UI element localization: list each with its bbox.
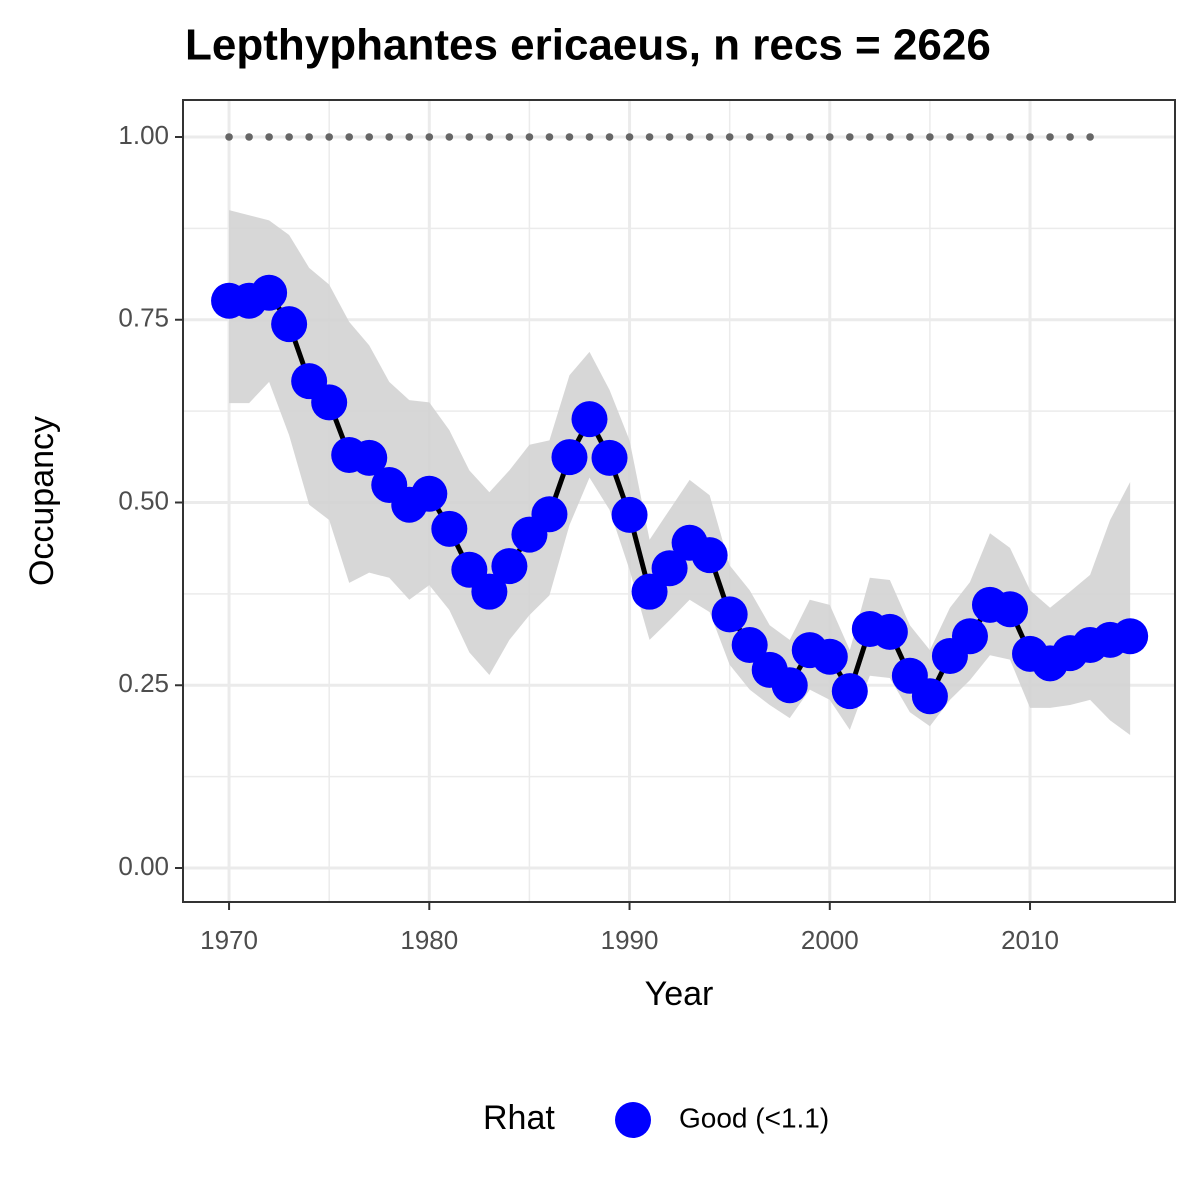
reference-dot: [946, 133, 954, 141]
data-point: [992, 591, 1029, 628]
y-tick-label: 0.00: [118, 851, 169, 881]
reference-dot: [926, 133, 934, 141]
y-axis-title: Occupancy: [23, 416, 61, 586]
y-tick-label: 0.50: [118, 485, 169, 515]
data-point: [491, 548, 528, 585]
y-tick-label: 0.75: [118, 303, 169, 333]
data-point: [711, 596, 748, 633]
reference-dot: [645, 133, 654, 141]
reference-dot: [906, 133, 914, 141]
data-point: [651, 550, 688, 587]
reference-dot: [625, 133, 634, 141]
reference-dot: [245, 133, 253, 141]
data-point: [591, 439, 628, 476]
legend-label: Good (<1.1): [679, 1102, 829, 1133]
data-point: [831, 673, 868, 710]
data-point: [351, 439, 388, 476]
reference-dot: [365, 133, 374, 141]
data-point: [471, 573, 508, 610]
reference-dot: [325, 133, 333, 141]
reference-dot: [225, 133, 233, 141]
reference-dot: [886, 133, 894, 141]
reference-dot: [1026, 133, 1034, 141]
x-tick-label: 2000: [801, 925, 859, 955]
data-point: [871, 613, 908, 650]
x-tick-label: 2010: [1001, 925, 1059, 955]
data-point: [631, 573, 668, 610]
reference-dot: [825, 133, 834, 141]
reference-dot: [986, 133, 994, 141]
data-point: [691, 537, 728, 574]
x-tick-label: 1970: [200, 925, 258, 955]
reference-dot: [846, 133, 854, 141]
reference-dot: [605, 133, 614, 141]
confidence-ribbon: [229, 210, 1131, 735]
legend-symbol: [615, 1102, 651, 1138]
data-point: [551, 439, 588, 476]
reference-dot: [425, 133, 434, 141]
reference-dot: [465, 133, 474, 141]
data-point: [731, 627, 768, 664]
reference-dot: [805, 133, 814, 141]
data-point: [811, 638, 848, 675]
reference-dot: [1006, 133, 1014, 141]
reference-dot: [585, 133, 594, 141]
legend-title: Rhat: [483, 1099, 555, 1137]
x-axis-title: Year: [645, 975, 714, 1013]
reference-dot: [565, 133, 574, 141]
data-point: [911, 678, 948, 715]
reference-dot: [1066, 133, 1074, 141]
reference-dot: [725, 133, 734, 141]
reference-dot: [866, 133, 874, 141]
reference-dot: [545, 133, 554, 141]
reference-dot: [285, 133, 293, 141]
reference-dot: [485, 133, 494, 141]
reference-dot: [445, 133, 454, 141]
data-point: [411, 475, 448, 512]
reference-dot: [265, 133, 273, 141]
data-point: [431, 510, 468, 547]
chart-title: Lepthyphantes ericaeus, n recs = 2626: [185, 21, 991, 70]
data-point: [1112, 618, 1149, 655]
reference-dot: [745, 133, 754, 141]
reference-dot: [385, 133, 394, 141]
data-point: [271, 306, 308, 343]
y-tick-label: 0.25: [118, 668, 169, 698]
panel-border: [182, 99, 1176, 903]
reference-dot: [1086, 133, 1094, 141]
x-tick-label: 1980: [400, 925, 458, 955]
reference-dot: [966, 133, 974, 141]
reference-dot: [705, 133, 714, 141]
x-tick-label: 1990: [601, 925, 659, 955]
reference-dot: [785, 133, 794, 141]
data-point: [251, 274, 288, 311]
data-point: [611, 496, 648, 533]
reference-dot: [765, 133, 774, 141]
reference-dot: [405, 133, 414, 141]
data-point: [571, 401, 608, 438]
reference-dot: [305, 133, 313, 141]
reference-dot: [1046, 133, 1054, 141]
reference-dot: [505, 133, 514, 141]
reference-dot: [685, 133, 694, 141]
y-tick-label: 1.00: [118, 120, 169, 150]
data-point: [311, 384, 348, 421]
reference-dot: [345, 133, 354, 141]
data-point: [951, 618, 988, 655]
data-point: [531, 496, 568, 533]
data-point: [771, 667, 808, 704]
reference-dot: [665, 133, 674, 141]
reference-dot: [525, 133, 534, 141]
